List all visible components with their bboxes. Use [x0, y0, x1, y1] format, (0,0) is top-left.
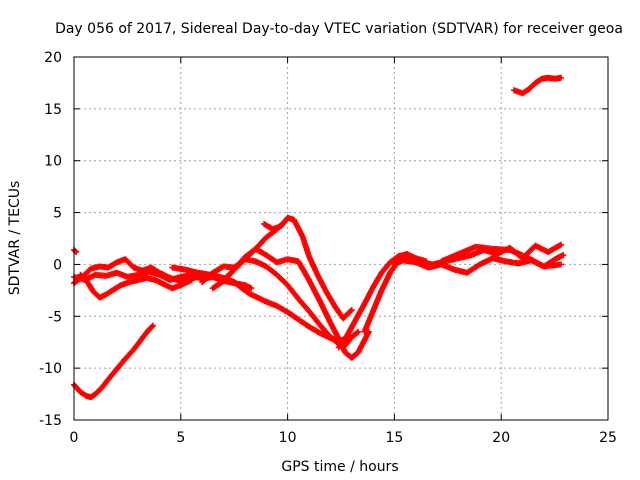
series-sat-track-15 [438, 243, 565, 270]
data-point [188, 276, 195, 283]
data-series [71, 74, 567, 401]
data-point [72, 247, 79, 254]
x-tick-label: 5 [176, 430, 185, 446]
y-axis-label: SDTVAR / TECUs [7, 181, 23, 296]
x-tick-label: 0 [70, 430, 79, 446]
y-tick-label: -5 [48, 309, 62, 325]
data-point [355, 328, 362, 335]
y-tick-label: 20 [44, 50, 62, 66]
y-tick-label: 10 [44, 154, 62, 170]
y-tick-label: 5 [53, 206, 62, 222]
series-sat-track-05 [77, 271, 195, 301]
data-point [348, 307, 355, 314]
data-point [558, 241, 565, 248]
data-point [248, 285, 255, 292]
x-tick-label: 10 [279, 430, 297, 446]
x-tick-label: 15 [385, 430, 403, 446]
data-point [148, 323, 155, 330]
x-axis-label: GPS time / hours [281, 459, 398, 475]
y-tick-label: -10 [39, 361, 62, 377]
data-point [558, 261, 565, 268]
data-point [150, 322, 157, 329]
data-point [560, 252, 567, 259]
y-tick-label: 15 [44, 102, 62, 118]
data-point [347, 308, 354, 315]
data-point [558, 74, 565, 81]
plot-frame [73, 56, 609, 421]
y-tick-label: 0 [53, 257, 62, 273]
x-tick-label: 25 [599, 430, 617, 446]
series-sat-track-01 [71, 322, 157, 401]
chart-title: Day 056 of 2017, Sidereal Day-to-day VTE… [55, 21, 623, 37]
axis-ticks: 0 5 10 15 20 25 -15 -10 -5 0 5 10 15 20 [39, 50, 617, 446]
series-sat-track-10 [261, 214, 355, 322]
series-sat-track-02 [511, 74, 565, 97]
data-point [354, 329, 361, 336]
x-tick-label: 20 [492, 430, 510, 446]
y-tick-label: -15 [39, 413, 62, 429]
